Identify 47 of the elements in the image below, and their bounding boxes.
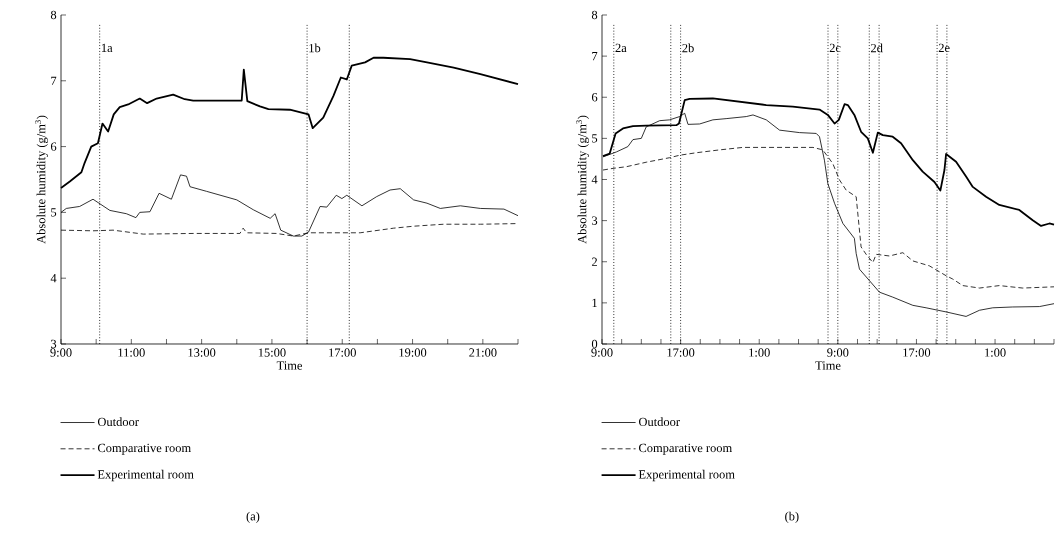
legend-label: Comparative room — [97, 443, 191, 455]
x-axis-title: Time — [815, 361, 841, 370]
y-tick-label: 7 — [51, 76, 57, 85]
y-tick-label: 6 — [50, 142, 57, 151]
y-tick-label: 5 — [51, 208, 57, 217]
x-tick-label: 9:00 — [827, 348, 849, 357]
y-tick-label: 5 — [592, 134, 598, 143]
y-tick-label: 1 — [592, 298, 597, 307]
y-tick-label: 4 — [591, 175, 598, 184]
y-tick-label: 6 — [591, 93, 598, 102]
ref-line-label: 1b — [309, 43, 321, 53]
x-tick-label: 19:00 — [399, 348, 427, 357]
legend-label: Outdoor — [638, 417, 680, 427]
legend-label: Outdoor — [97, 417, 139, 427]
x-tick-label: 1:00 — [749, 348, 770, 357]
x-tick-label: 11:00 — [118, 348, 145, 357]
y-tick-label: 8 — [591, 10, 598, 20]
ref-line-label: 2d — [871, 43, 883, 53]
y-tick-label: 2 — [591, 257, 597, 266]
y-tick-label: 7 — [592, 52, 598, 61]
text: (a) — [246, 511, 260, 523]
ref-line-label: 2e — [938, 43, 950, 53]
x-tick-label: 17:00 — [667, 348, 695, 357]
x-axis-title: Time — [276, 361, 303, 370]
y-axis-title: Absolute humidity (g/m$^{3}$) — [35, 115, 48, 244]
x-tick-label: 17:00 — [903, 348, 931, 357]
text: (b) — [785, 511, 799, 523]
legend-label: Comparative room — [638, 443, 733, 455]
x-tick-label: 13:00 — [188, 348, 216, 357]
x-tick-label: 17:00 — [329, 348, 356, 357]
legend-label: Experimental room — [97, 469, 194, 482]
ref-line-label: 2a — [615, 43, 627, 53]
y-tick-label: 8 — [50, 10, 57, 20]
ref-line-label: 2b — [682, 43, 694, 53]
x-tick-label: 9:00 — [591, 348, 613, 357]
x-tick-label: 15:00 — [258, 348, 286, 357]
x-tick-label: 9:00 — [50, 348, 72, 357]
x-tick-label: 1:00 — [985, 348, 1006, 357]
y-axis-title: Absolute humidity (g/m$^{3}$) — [576, 115, 589, 244]
legend-label: Experimental room — [638, 469, 735, 482]
x-tick-label: 21:00 — [469, 348, 497, 357]
ref-line-label: 2c — [829, 43, 841, 53]
y-tick-label: 3 — [592, 216, 598, 225]
y-tick-label: 0 — [591, 339, 598, 349]
ref-line-label: 1a — [101, 43, 113, 53]
y-tick-label: 3 — [51, 339, 57, 349]
y-tick-label: 4 — [50, 274, 57, 283]
